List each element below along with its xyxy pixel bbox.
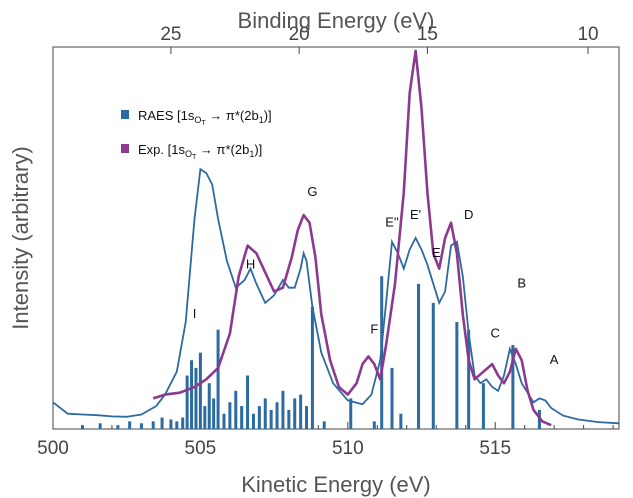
- raes-envelope-line: [52, 167, 620, 425]
- stick-bar: [281, 390, 285, 429]
- peak-label-9: B: [517, 276, 526, 291]
- stick-bar: [399, 413, 403, 429]
- stick-bar: [293, 398, 297, 429]
- peak-label-10: A: [550, 352, 559, 367]
- stick-bar: [257, 406, 261, 429]
- x-axis-title: Kinetic Energy (eV): [241, 472, 431, 497]
- legend-label-exp: Exp. [1sOT → π*(2b1)]: [138, 142, 262, 161]
- peak-label-2: G: [307, 184, 317, 199]
- stick-bar: [175, 421, 179, 429]
- stick-bar: [181, 417, 185, 429]
- stick-bar: [198, 352, 202, 429]
- y-axis-title: Intensity (arbitrary): [8, 146, 33, 329]
- stick-bar: [169, 419, 173, 429]
- legend-swatch-raes: [121, 110, 129, 119]
- stick-bar: [207, 383, 211, 429]
- stick-bar: [467, 329, 471, 429]
- peak-label-5: E': [410, 207, 421, 222]
- stick-bar: [246, 375, 250, 429]
- x2-axis-title: Binding Energy (eV): [238, 8, 435, 33]
- peak-annotations: I H G F E'' E' E D C B A: [193, 184, 559, 367]
- stick-bar: [240, 406, 244, 429]
- peak-label-0: I: [193, 306, 197, 321]
- stick-bar: [194, 367, 198, 429]
- stick-bar: [417, 283, 421, 429]
- peak-label-6: E: [432, 245, 441, 260]
- plot-frame: [52, 46, 620, 430]
- stick-bar: [190, 360, 194, 429]
- raes-stick-series: [80, 276, 541, 429]
- stick-bar: [349, 398, 353, 429]
- stick-bar: [275, 402, 279, 429]
- stick-bar: [139, 423, 143, 429]
- peak-label-3: F: [370, 322, 378, 337]
- stick-bar: [263, 398, 267, 429]
- stick-bar: [160, 417, 164, 429]
- peak-label-1: H: [246, 257, 255, 272]
- stick-bar: [305, 406, 309, 429]
- stick-bar: [98, 423, 102, 429]
- stick-bar: [128, 421, 132, 429]
- stick-bar: [299, 394, 303, 429]
- peak-label-4: E'': [385, 215, 399, 230]
- legend-swatch-exp: [121, 144, 129, 153]
- top-axis-ticks: 25 20 15 10: [160, 24, 599, 54]
- legend: RAES [1sOT → π*(2b1)] Exp. [1sOT → π*(2b…: [121, 108, 272, 161]
- stick-bar: [222, 413, 226, 429]
- stick-bar: [322, 421, 326, 429]
- stick-bar: [310, 306, 314, 429]
- stick-bar: [212, 398, 216, 429]
- x2-tick-label-3: 10: [577, 24, 598, 45]
- stick-bar: [216, 329, 220, 429]
- stick-bar: [185, 375, 189, 429]
- stick-bar: [455, 322, 459, 429]
- stick-bar: [234, 390, 238, 429]
- stick-bar: [481, 383, 485, 429]
- x-tick-label-3: 515: [479, 438, 511, 459]
- stick-bar: [151, 421, 155, 429]
- peak-label-7: D: [464, 207, 473, 222]
- experimental-line: [152, 49, 552, 427]
- stick-bar: [228, 402, 232, 429]
- stick-bar: [116, 425, 120, 429]
- stick-bar: [80, 425, 84, 429]
- stick-bar: [287, 409, 291, 429]
- x-tick-label-0: 500: [37, 438, 69, 459]
- x2-tick-label-0: 25: [160, 24, 181, 45]
- stick-bar: [269, 409, 273, 429]
- x2-tick-label-2: 15: [417, 24, 438, 45]
- bottom-axis-ticks: 500 505 510 515: [37, 422, 614, 459]
- stick-bar: [511, 344, 515, 429]
- stick-bar: [203, 406, 207, 429]
- peak-label-8: C: [490, 325, 499, 340]
- x-tick-label-1: 505: [185, 438, 217, 459]
- x2-tick-label-1: 20: [289, 24, 310, 45]
- stick-bar: [251, 413, 255, 429]
- x-tick-label-2: 510: [332, 438, 364, 459]
- stick-bar: [431, 302, 435, 429]
- stick-bar: [372, 421, 376, 429]
- stick-bar: [390, 367, 394, 429]
- legend-label-raes: RAES [1sOT → π*(2b1)]: [138, 108, 272, 127]
